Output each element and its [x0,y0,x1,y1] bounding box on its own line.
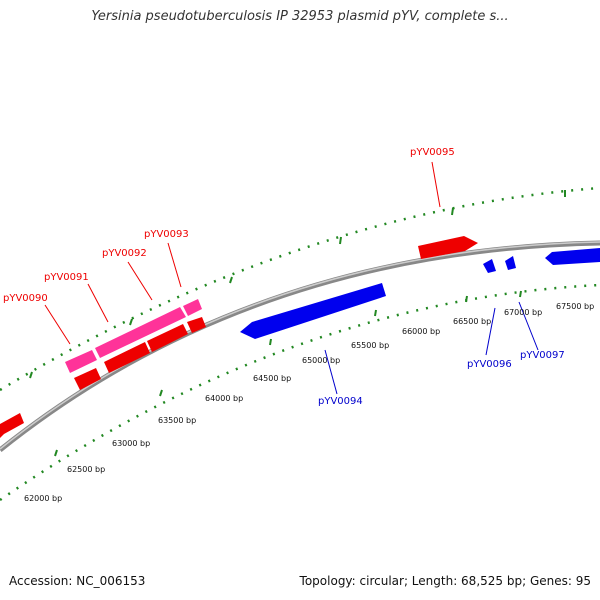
bp-label-65000: 65000 bp [302,356,340,365]
gene-block-pyv0097[interactable] [545,248,600,265]
gene-label-pyv0090[interactable]: pYV0090 [3,293,48,304]
gene-label-pyv0095[interactable]: pYV0095 [410,147,455,158]
map-title: Yersinia pseudotuberculosis IP 32953 pla… [91,9,509,24]
gene-block-pyv0090[interactable] [65,350,97,373]
gene-block-pyv0092[interactable] [183,299,202,316]
outer-major-ticks [29,190,566,379]
inner-major-ticks [54,290,522,457]
outer-tick-ring [0,186,600,392]
bp-label-66500: 66500 bp [453,317,491,326]
bp-label-62500: 62500 bp [67,465,105,474]
gene-block-pyv0093c[interactable] [147,324,188,352]
leader-pyv0096 [485,307,496,356]
bp-label-62000: 62000 bp [24,494,62,503]
gene-block-pyv0089[interactable] [0,413,24,438]
gene-label-pyv0094[interactable]: pYV0094 [318,396,363,407]
leader-pyv0095 [431,161,441,208]
leader-pyv0093 [167,242,182,288]
gene-block-pyv0095[interactable] [418,236,478,259]
accession-label: Accession: NC_006153 [9,574,146,588]
leader-pyv0094 [324,349,338,395]
gene-block-pyv0091[interactable] [95,307,186,358]
bp-label-67000: 67000 bp [504,308,542,317]
bp-label-63500: 63500 bp [158,416,196,425]
bp-label-64500: 64500 bp [253,374,291,383]
gene-label-pyv0091[interactable]: pYV0091 [44,272,89,283]
bp-label-63000: 63000 bp [112,439,150,448]
leader-pyv0092 [127,261,153,301]
gene-block-pyv0093b[interactable] [104,342,150,373]
bp-label-66000: 66000 bp [402,327,440,336]
gene-block-pyv0093[interactable] [74,368,101,390]
leader-pyv0090 [44,304,71,345]
gene-label-pyv0092[interactable]: pYV0092 [102,248,147,259]
summary-label: Topology: circular; Length: 68,525 bp; G… [299,574,591,588]
gene-block-pyv0093d[interactable] [187,317,206,333]
leader-pyv0091 [87,283,109,323]
bp-label-65500: 65500 bp [351,341,389,350]
leader-pyv0097 [518,301,539,351]
gene-label-pyv0097[interactable]: pYV0097 [520,350,565,361]
bp-label-64000: 64000 bp [205,394,243,403]
gene-label-pyv0096[interactable]: pYV0096 [467,359,512,370]
plasmid-backbone [0,240,600,452]
bp-label-67500: 67500 bp [556,302,594,311]
gene-block-pyv0094[interactable] [240,283,386,339]
gene-block-pyv0096b[interactable] [505,256,516,270]
gene-label-pyv0093[interactable]: pYV0093 [144,229,189,240]
gene-block-pyv0096[interactable] [483,259,496,273]
